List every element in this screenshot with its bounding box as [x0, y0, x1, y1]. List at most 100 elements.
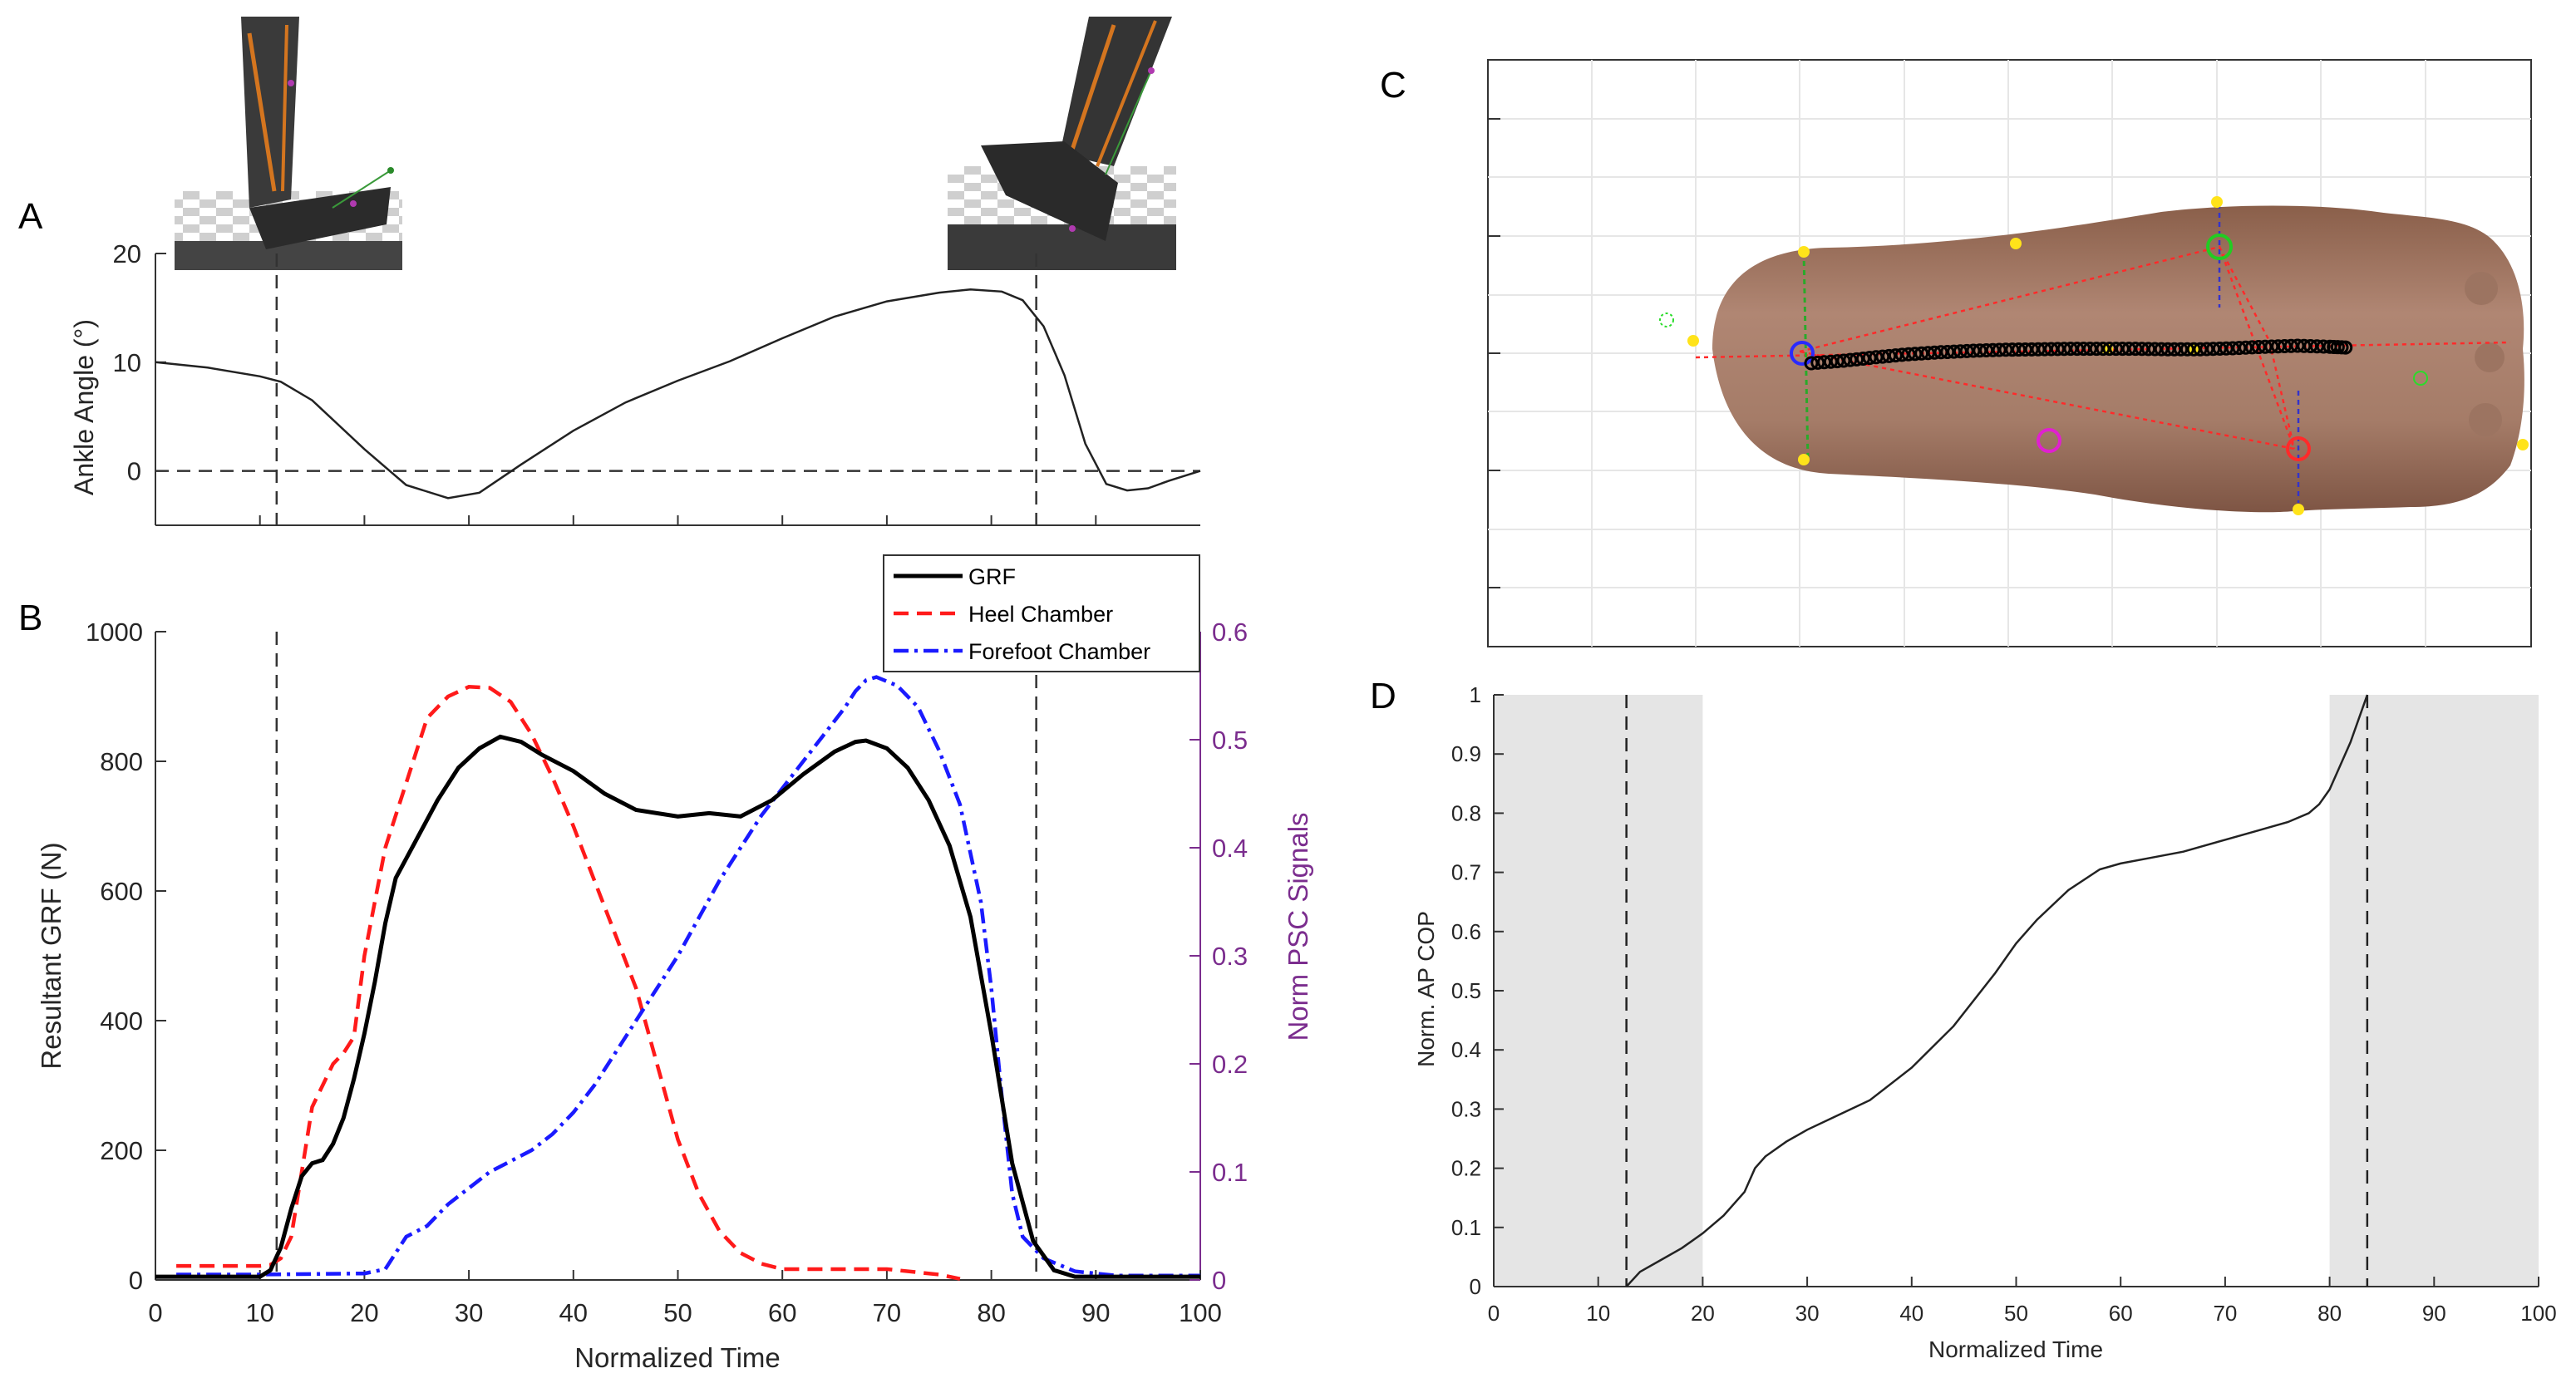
cop-point	[1933, 345, 1948, 360]
cop-point	[2128, 342, 2143, 357]
cop-point	[2037, 342, 2052, 357]
cop-point	[1959, 343, 1974, 358]
panel-b-x-tick-label: 0	[148, 1298, 162, 1327]
panel-b-y2-tick-label: 0.4	[1212, 834, 1248, 863]
cop-point	[2193, 342, 2208, 357]
cop-point	[1998, 342, 2013, 357]
cop-point	[1817, 355, 1832, 370]
cop-point	[1927, 345, 1942, 360]
panel-a: 0 10 20 Ankle Angle (°)	[69, 17, 1201, 526]
panel-b-x-tick-label: 20	[350, 1298, 378, 1327]
cop-point	[2258, 339, 2273, 354]
cop-point	[2017, 342, 2032, 357]
panel-b-x-tick-label: 50	[663, 1298, 692, 1327]
cop-point	[2070, 342, 2085, 357]
panel-b-y2-tick-label: 0.6	[1212, 618, 1248, 647]
cop-point	[1810, 355, 1825, 370]
cop-point	[2264, 339, 2279, 354]
toe-off-leg-image	[948, 17, 1176, 270]
panel-d-x-tick-label: 0	[1488, 1301, 1500, 1326]
panel-d-y-tick-label: 0	[1470, 1274, 1481, 1299]
panel-d-x-tick-label: 40	[1899, 1301, 1923, 1326]
foot-landmark-points	[1687, 196, 2529, 515]
cop-point	[2147, 342, 2162, 357]
panel-d-x-tick-label: 90	[2422, 1301, 2446, 1326]
cop-point	[2115, 342, 2130, 357]
cop-point	[2232, 341, 2247, 356]
cop-point	[1804, 356, 1819, 371]
cop-point	[2121, 342, 2136, 357]
cop-point	[2056, 342, 2071, 357]
cop-point	[2303, 338, 2318, 353]
panel-b-y-tick-label: 800	[100, 747, 143, 776]
ap-cop-curve	[1625, 694, 2369, 1287]
cop-point	[2277, 338, 2292, 353]
cop-point	[2206, 342, 2221, 357]
panel-b-x-tick-label: 30	[455, 1298, 483, 1327]
panel-d-x-label: Normalized Time	[1928, 1336, 2103, 1362]
cop-point	[2338, 340, 2353, 355]
legend-heel: Heel Chamber	[968, 602, 1113, 627]
panel-b-y-tick-label: 1000	[86, 618, 143, 647]
cop-point	[2290, 338, 2305, 353]
cop-point	[1836, 353, 1851, 368]
shaded-region-start	[1494, 695, 1703, 1287]
cop-point	[2076, 342, 2091, 357]
cop-point	[1985, 342, 2000, 357]
cop-point	[1862, 351, 1877, 366]
panel-d: 0 10 20 30 40 50 60 70 80 90 100 0 0.1 0.2 0.3 0.4 0.5 0.…	[1413, 682, 2557, 1362]
cop-point	[1869, 350, 1884, 365]
legend-grf: GRF	[968, 564, 1016, 589]
panel-c	[1487, 59, 2532, 647]
forefoot-chamber-line	[176, 675, 1200, 1278]
panel-b-y2-tick-label: 0	[1212, 1266, 1226, 1295]
panel-b-y-tick-label: 400	[100, 1007, 143, 1036]
foot-sole-image	[1712, 205, 2524, 513]
panel-d-x-tick-label: 50	[2004, 1301, 2028, 1326]
cop-point	[1830, 354, 1845, 369]
panel-d-y-tick-label: 0.6	[1451, 919, 1481, 944]
panel-label-c: C	[1380, 65, 1406, 106]
panel-d-x-tick-label: 80	[2317, 1301, 2342, 1326]
cop-point	[2297, 338, 2312, 353]
panel-d-y-tick-label: 0.4	[1451, 1037, 1481, 1062]
panel-d-y-tick-label: 0.5	[1451, 978, 1481, 1003]
cop-point	[2174, 342, 2189, 357]
panel-b-y-label: Resultant GRF (N)	[36, 842, 66, 1069]
cop-point	[1823, 354, 1838, 369]
panel-d-y-label: Norm. AP COP	[1413, 911, 1439, 1067]
cop-point	[1979, 343, 1994, 358]
cop-point	[2154, 342, 2169, 357]
cop-point	[2244, 340, 2259, 355]
panel-d-x-tick-label: 10	[1586, 1301, 1610, 1326]
panel-d-x-tick-label: 60	[2109, 1301, 2133, 1326]
panel-b-y2-tick-label: 0.2	[1212, 1050, 1248, 1079]
ankle-angle-curve	[155, 288, 1201, 500]
cop-point	[2271, 339, 2286, 354]
panel-d-x-tick-label: 20	[1691, 1301, 1715, 1326]
panel-b-x-tick-label: 10	[245, 1298, 273, 1327]
panel-d-y-tick-label: 0.3	[1451, 1096, 1481, 1121]
panel-d-y-tick-label: 0.8	[1451, 800, 1481, 825]
cop-point	[1920, 346, 1935, 361]
panel-d-y-tick-label: 1	[1470, 682, 1481, 707]
panel-b-y-tick-label: 200	[100, 1136, 143, 1165]
panel-label-b: B	[18, 598, 42, 638]
cop-point	[2167, 342, 2182, 357]
cop-point	[2239, 340, 2253, 355]
cop-point	[1888, 348, 1903, 363]
panel-d-y-tick-label: 0.7	[1451, 860, 1481, 885]
panel-d-y-tick-label: 0.1	[1451, 1215, 1481, 1240]
cop-point	[1855, 351, 1870, 366]
heel-chamber-line	[176, 685, 961, 1281]
panel-b-y-tick-label: 0	[129, 1266, 143, 1295]
cop-point	[2012, 342, 2027, 357]
cop-point	[2044, 342, 2059, 357]
cop-point	[1843, 352, 1858, 367]
cop-point	[1849, 352, 1864, 367]
panel-d-x-tick-label: 100	[2520, 1301, 2556, 1326]
cop-point	[2135, 342, 2150, 357]
panel-b-x-tick-label: 80	[977, 1298, 1005, 1327]
grf-line	[155, 734, 1200, 1279]
